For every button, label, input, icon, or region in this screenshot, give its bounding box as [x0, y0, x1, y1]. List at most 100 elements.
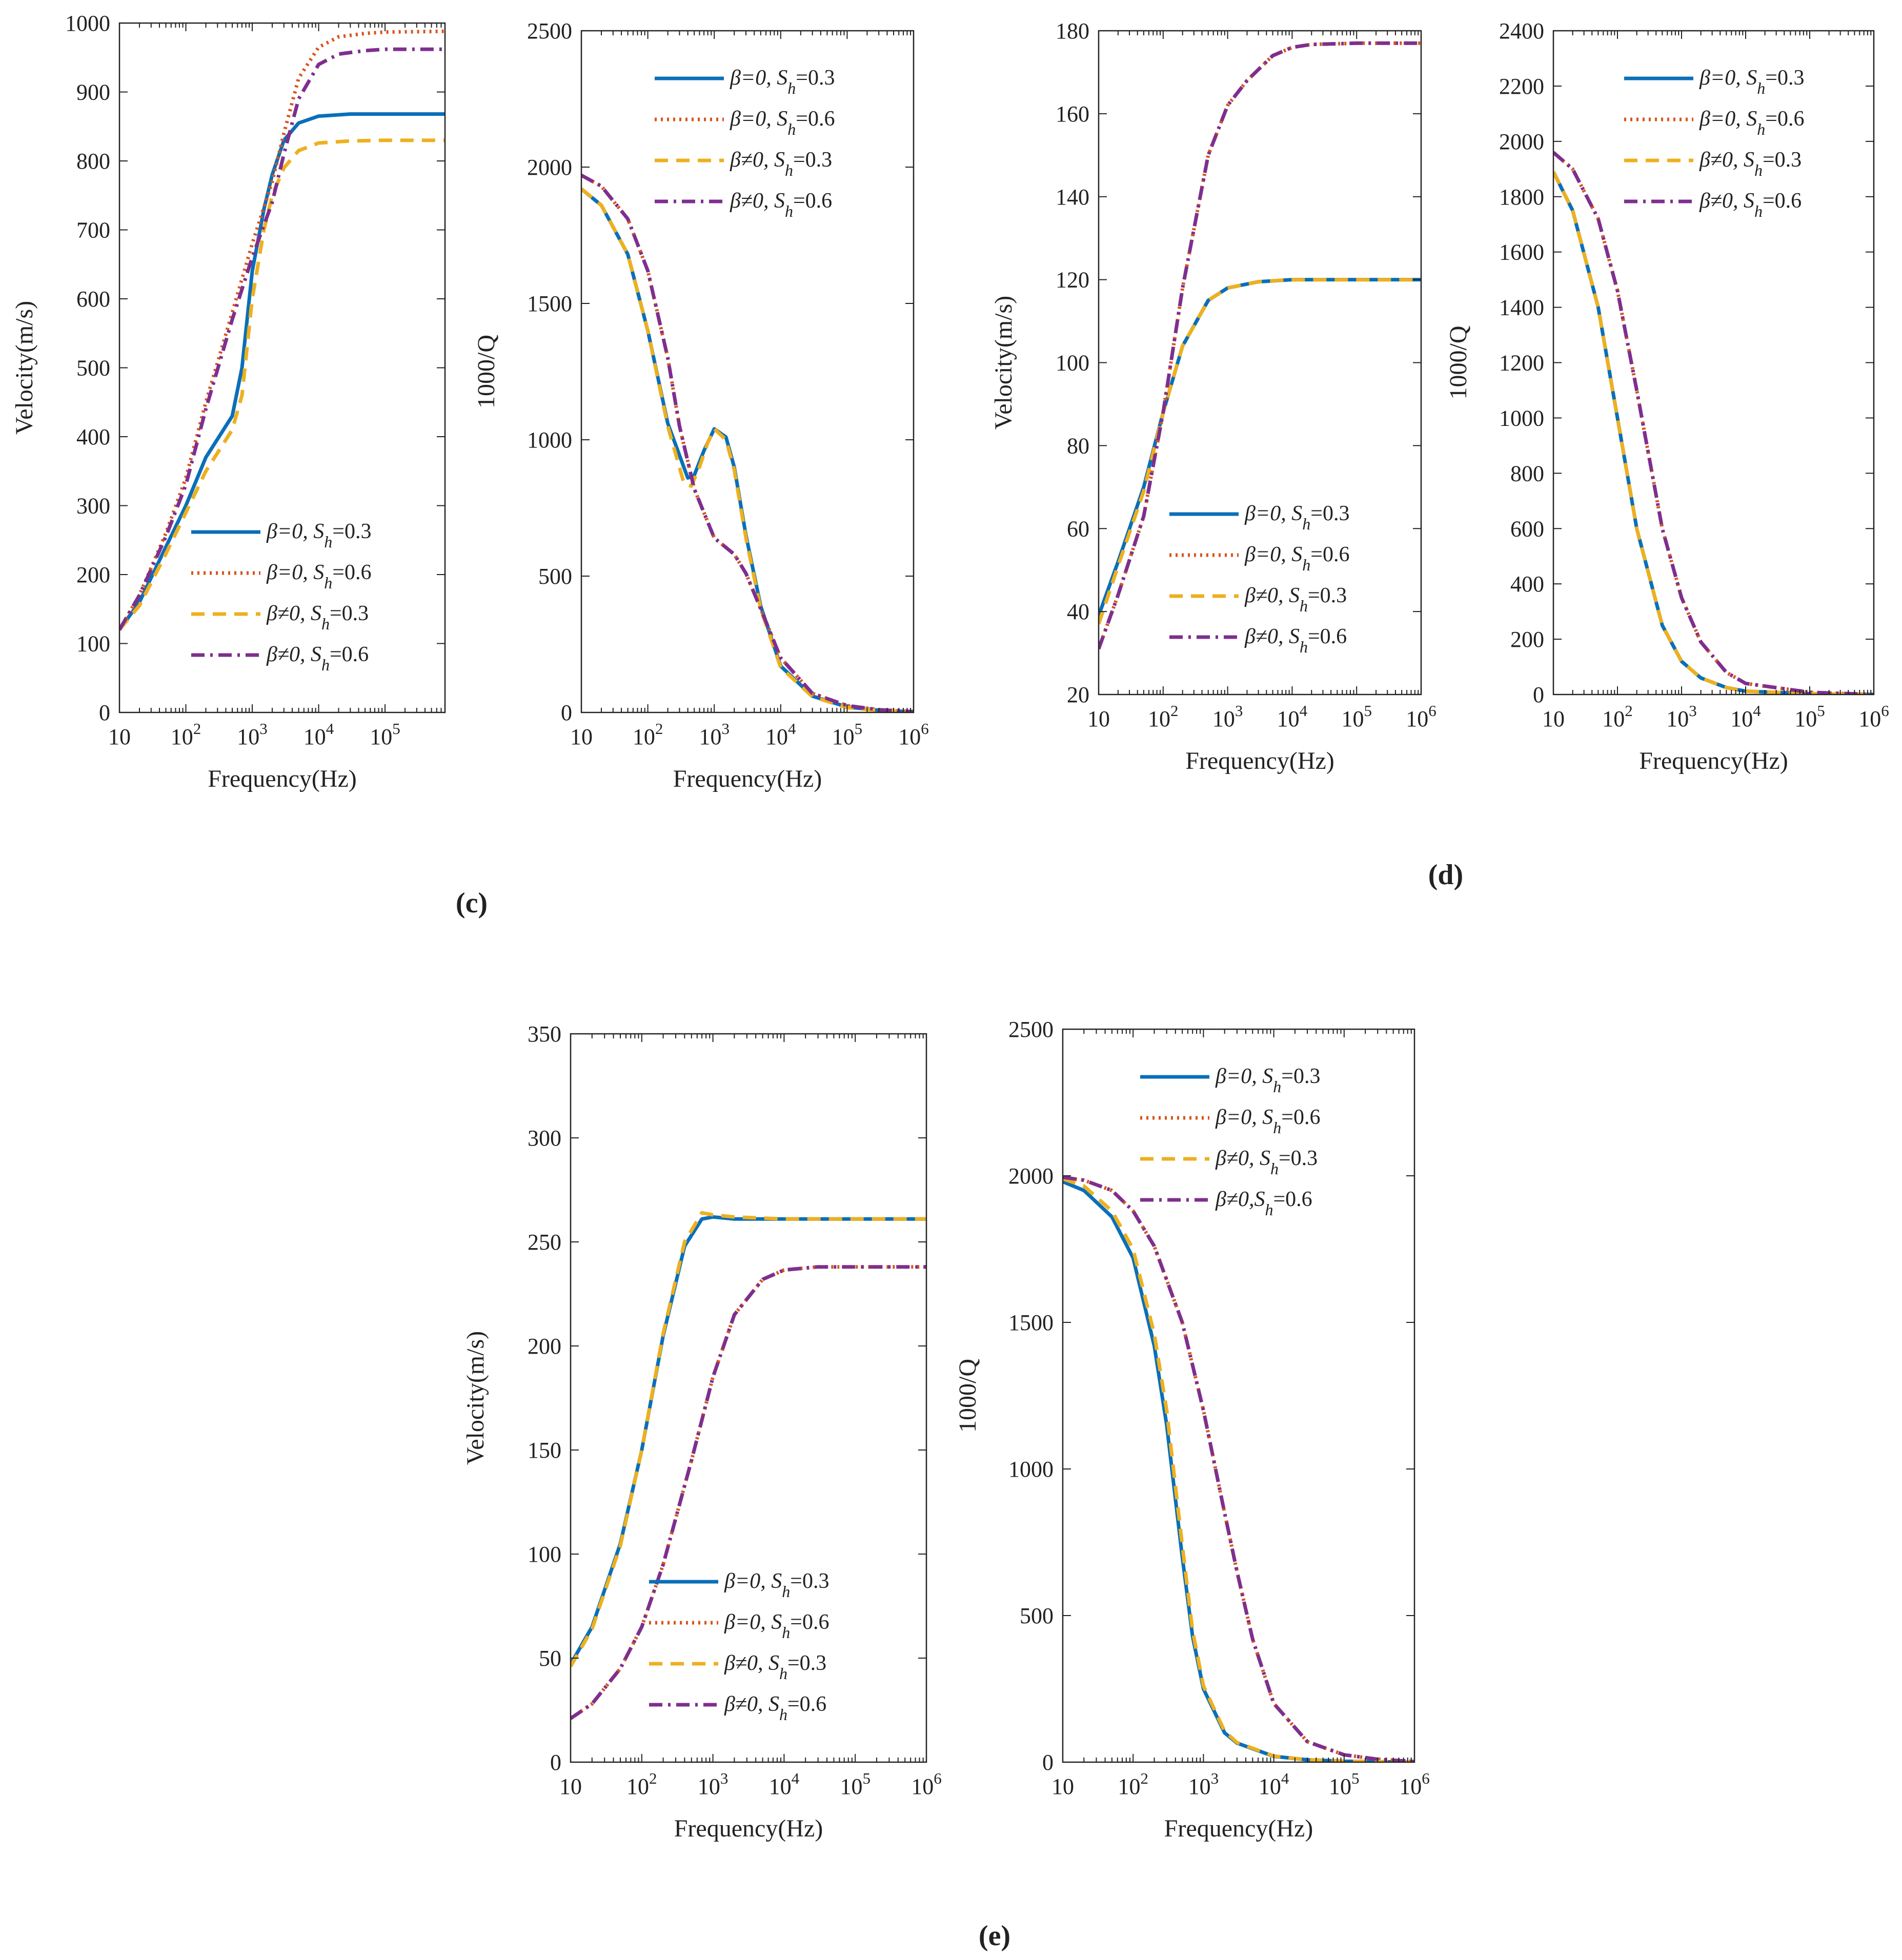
legend-label-value: =0.6 — [1765, 107, 1804, 131]
x-tick-label: 106 — [1399, 1769, 1430, 1799]
legend-label-main: β≠0, S — [266, 602, 321, 625]
x-tick-label: 102 — [633, 720, 663, 749]
series-line-4 — [581, 173, 914, 712]
x-tick-base: 10 — [1730, 706, 1753, 731]
x-tick-label: 104 — [769, 1769, 800, 1799]
x-tick-base: 10 — [1858, 706, 1881, 731]
x-axis-label: Frequency(Hz) — [208, 765, 357, 792]
legend-label-main: β≠0, S — [1699, 189, 1754, 213]
legend-label-main: β≠0, S — [266, 643, 321, 666]
x-tick-base: 10 — [108, 724, 131, 749]
legend-label: β≠0, Sh=0.6 — [724, 1692, 826, 1724]
x-tick-base: 10 — [1087, 706, 1110, 731]
x-tick-exponent: 2 — [1170, 702, 1179, 720]
legend-label-subscript: h — [1273, 1118, 1281, 1137]
legend-label-subscript: h — [1302, 556, 1310, 574]
legend-label: β≠0, Sh=0.3 — [1215, 1147, 1318, 1178]
x-tick-exponent: 2 — [1625, 702, 1633, 720]
legend-label-main: β≠0, S — [1244, 584, 1300, 607]
legend-label-value: =0.3 — [787, 1651, 826, 1675]
legend-label-value: =0.3 — [1279, 1147, 1318, 1170]
x-tick-label: 103 — [237, 720, 268, 749]
x-tick-base: 10 — [1794, 706, 1817, 731]
x-tick-exponent: 3 — [720, 1769, 729, 1787]
x-tick-exponent: 6 — [921, 720, 929, 738]
legend-label-main: β=0, S — [1215, 1106, 1273, 1129]
legend-label-subscript: h — [321, 615, 330, 633]
legend-label: β=0, Sh=0.6 — [730, 107, 835, 138]
charts-layer: 10 102 103 104 10501002003004005006007008009… — [11, 11, 1889, 1842]
legend-label-main: β=0, S — [730, 66, 787, 90]
plot-frame — [580, 30, 915, 713]
y-tick-label: 2500 — [527, 18, 572, 44]
legend-label-subscript: h — [785, 202, 793, 220]
x-tick-base: 10 — [769, 1774, 792, 1799]
x-tick-base: 10 — [237, 724, 259, 749]
x-tick-label: 102 — [1118, 1769, 1148, 1799]
y-tick-label: 0 — [561, 700, 572, 725]
legend-label: β≠0,Sh=0.6 — [1215, 1188, 1312, 1219]
legend-label-value: =0.6 — [793, 189, 832, 213]
legend-label-value: =0.6 — [332, 561, 371, 584]
y-tick-label: 100 — [1056, 351, 1089, 376]
x-tick-exponent: 4 — [788, 720, 796, 738]
y-tick-label: 500 — [1020, 1603, 1054, 1628]
legend-label-main: β=0, S — [1244, 502, 1302, 525]
y-tick-label: 60 — [1067, 516, 1089, 541]
legend-label-main: β=0, S — [1244, 543, 1302, 566]
x-axis-label: Frequency(Hz) — [673, 765, 822, 792]
legend-label-main: β=0, S — [1699, 66, 1757, 90]
legend-label-main: β≠0,S — [1215, 1188, 1265, 1211]
x-tick-exponent: 4 — [1300, 702, 1308, 720]
legend-label: β≠0, Sh=0.3 — [724, 1651, 826, 1683]
y-tick-label: 800 — [1510, 461, 1544, 486]
x-tick-exponent: 3 — [721, 720, 730, 738]
series-line-3 — [1553, 171, 1874, 695]
x-tick-exponent: 3 — [259, 720, 268, 738]
x-tick-base: 10 — [1666, 706, 1689, 731]
x-tick-exponent: 2 — [655, 720, 663, 738]
series-line-3 — [1099, 278, 1421, 625]
y-tick-label: 250 — [528, 1230, 561, 1255]
y-tick-label: 1800 — [1499, 185, 1544, 210]
x-tick-exponent: 6 — [1881, 702, 1889, 720]
x-tick-label: 10 — [1087, 706, 1110, 731]
x-tick-exponent: 6 — [934, 1769, 942, 1787]
legend-label-subscript: h — [787, 120, 796, 138]
legend-label-subscript: h — [321, 656, 330, 674]
legend-label-value: =0.3 — [793, 148, 832, 172]
x-tick-base: 10 — [303, 724, 326, 749]
x-tick-base: 10 — [626, 1774, 649, 1799]
legend-label: β=0, Sh=0.3 — [1215, 1065, 1320, 1096]
x-tick-label: 106 — [1858, 702, 1889, 731]
legend-label-subscript: h — [324, 574, 332, 592]
x-tick-label: 104 — [1259, 1769, 1289, 1799]
legend-label: β=0, Sh=0.3 — [1244, 502, 1349, 533]
x-tick-base: 10 — [1329, 1774, 1351, 1799]
y-tick-label: 600 — [1510, 516, 1544, 541]
x-tick-base: 10 — [898, 724, 921, 749]
series-line-2 — [1099, 41, 1421, 650]
y-axis-label: Velocity(m/s) — [462, 1331, 489, 1465]
y-tick-label: 800 — [76, 149, 110, 174]
x-tick-label: 10 — [570, 724, 593, 749]
legend-label-subscript: h — [779, 1705, 787, 1724]
y-axis-label: Velocity(m/s) — [990, 296, 1017, 430]
x-tick-base: 10 — [1602, 706, 1625, 731]
legend-label-value: =0.3 — [796, 66, 835, 90]
chart-d-velocity: 10 102 103 104 105 10620406080100120140160180… — [990, 18, 1436, 774]
legend-label: β≠0, Sh=0.3 — [266, 602, 369, 633]
legend-label-value: =0.6 — [1281, 1106, 1320, 1129]
legend-label: β=0, Sh=0.3 — [1699, 66, 1804, 97]
legend-label-main: β=0, S — [266, 520, 324, 543]
x-tick-exponent: 6 — [1422, 1769, 1430, 1787]
series-line-4 — [1553, 151, 1874, 695]
y-tick-label: 1000 — [65, 11, 110, 36]
x-tick-base: 10 — [370, 724, 392, 749]
legend-label-value: =0.6 — [330, 643, 369, 666]
legend-label-main: β≠0, S — [1699, 148, 1754, 172]
legend-label-main: β≠0, S — [730, 189, 785, 213]
legend-label-value: =0.3 — [790, 1569, 829, 1593]
x-tick-base: 10 — [1212, 706, 1235, 731]
